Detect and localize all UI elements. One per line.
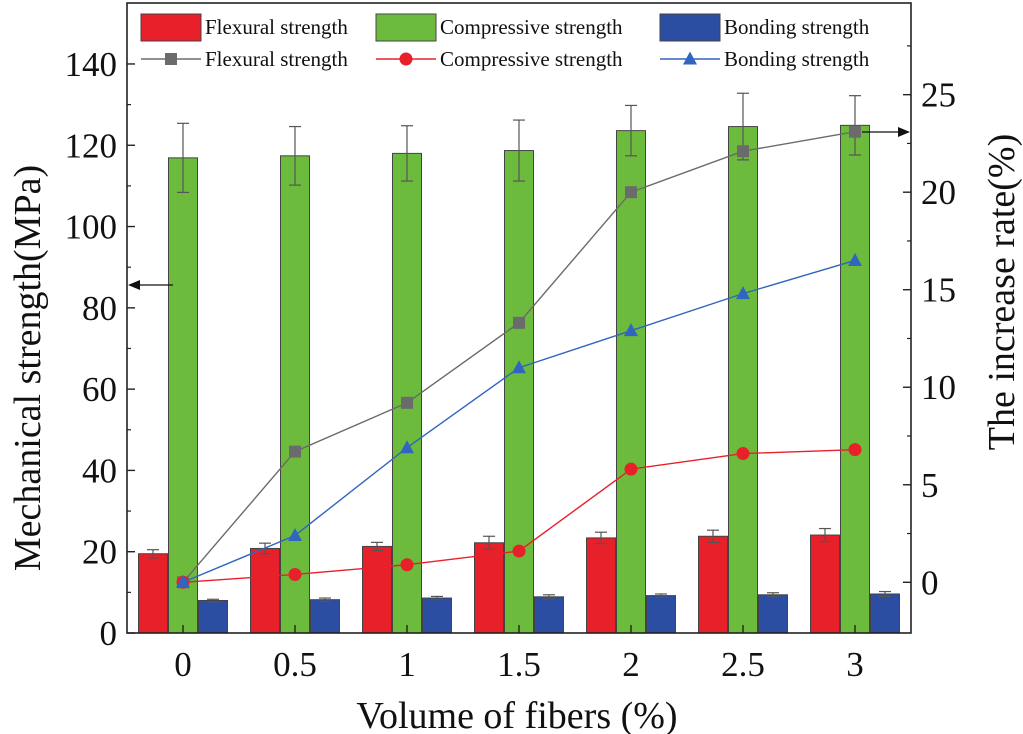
x-tick-label: 1: [398, 645, 416, 684]
point-square: [513, 316, 525, 329]
point-triangle: [624, 323, 638, 337]
bar: [534, 596, 564, 634]
point-triangle: [176, 574, 190, 588]
bar: [310, 599, 340, 634]
y2-tick-label: 15: [921, 271, 956, 310]
point-triangle: [736, 286, 750, 300]
bar: [840, 124, 870, 634]
bar: [586, 537, 616, 634]
axes: 0 20 40 60 80 100 120 140 0 5 10 15 20 25 0 0.5 1 1.5 2 2.5…: [65, 2, 956, 684]
bar: [616, 130, 646, 634]
point-triangle: [400, 440, 414, 454]
y-tick-label: 120: [65, 126, 118, 165]
y2-tick-label: 20: [921, 173, 956, 212]
point-triangle: [512, 360, 526, 374]
point-triangle: [848, 252, 862, 266]
point-circle: [848, 443, 862, 457]
legend-label: Flexural strength: [205, 47, 348, 71]
point-triangle: [683, 51, 697, 65]
y2-tick-label: 5: [921, 466, 939, 505]
y2-axis-title: The increase rate(%): [981, 134, 1023, 450]
bar: [198, 599, 228, 634]
x-tick-label: 2: [622, 645, 640, 684]
bar: [728, 126, 758, 634]
point-square: [737, 145, 749, 158]
bar: [870, 593, 900, 634]
bar: [646, 595, 676, 634]
point-square: [849, 125, 861, 138]
y-tick-label: 80: [82, 289, 117, 328]
left-axis-arrowhead: [128, 280, 140, 290]
bar: [758, 594, 788, 634]
x-tick-label: 0: [174, 645, 192, 684]
bar: [168, 157, 198, 634]
x-tick-label: 0.5: [273, 645, 317, 684]
y-tick-label: 100: [65, 208, 118, 247]
y-tick-label: 140: [65, 45, 118, 84]
bar: [422, 597, 452, 634]
point-circle: [512, 544, 526, 558]
y2-tick-label: 25: [921, 76, 956, 115]
y-tick-label: 60: [82, 370, 117, 409]
point-square: [625, 186, 637, 199]
right-axis-arrowhead: [898, 127, 910, 137]
y2-tick-label: 10: [921, 368, 956, 407]
point-circle: [400, 558, 414, 572]
point-square: [165, 53, 177, 65]
legend-swatch: [375, 13, 437, 42]
y-tick-label: 0: [100, 614, 118, 653]
bar: [362, 545, 392, 634]
legend-label: Compressive strength: [440, 15, 623, 39]
x-tick-label: 3: [846, 645, 864, 684]
bar: [698, 535, 728, 634]
bar: [138, 553, 168, 634]
point-triangle: [288, 527, 302, 541]
y2-tick-label: 0: [921, 563, 939, 602]
point-circle: [624, 462, 638, 476]
legend: Flexural strength Compressive strength Bon…: [140, 13, 870, 71]
point-circle: [288, 567, 302, 581]
point-circle: [399, 52, 413, 66]
y-axis-title: Mechanical strength(MPa): [7, 165, 49, 571]
bar: [250, 547, 280, 634]
bar: [504, 150, 534, 634]
bar: [280, 155, 310, 634]
legend-label: Bonding strength: [724, 15, 870, 39]
x-axis-title: Volume of fibers (%): [356, 695, 677, 734]
bar: [810, 534, 840, 634]
legend-swatch: [140, 13, 202, 42]
y-tick-label: 20: [82, 533, 117, 572]
x-tick-label: 1.5: [497, 645, 541, 684]
plot-area: [138, 92, 900, 634]
point-square: [401, 396, 413, 409]
point-circle: [736, 447, 750, 461]
point-square: [289, 445, 301, 458]
x-tick-label: 2.5: [721, 645, 765, 684]
legend-swatch: [659, 13, 721, 42]
legend-label: Compressive strength: [440, 47, 623, 71]
legend-label: Bonding strength: [724, 47, 870, 71]
y-tick-label: 40: [82, 451, 117, 490]
legend-label: Flexural strength: [205, 15, 348, 39]
